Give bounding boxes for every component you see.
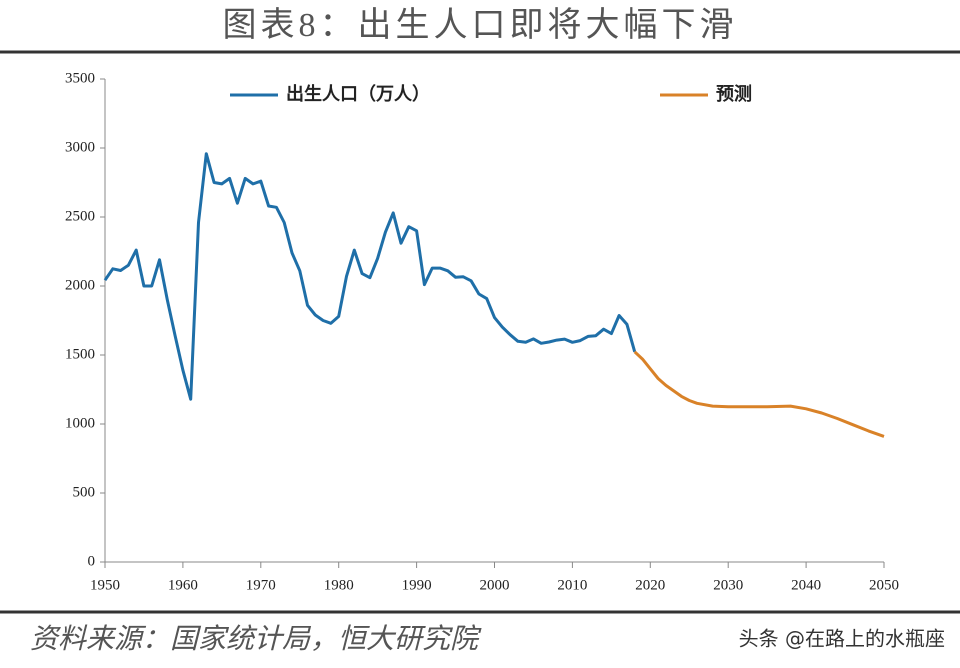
y-tick-label: 2000 xyxy=(65,277,95,293)
y-tick-label: 1500 xyxy=(65,346,95,362)
y-tick-label: 1000 xyxy=(65,415,95,431)
x-tick-label: 1960 xyxy=(168,577,198,593)
x-tick-label: 2010 xyxy=(557,577,587,593)
series-line xyxy=(633,350,885,438)
source-note: 资料来源：国家统计局，恒大研究院 xyxy=(30,622,482,655)
series-line xyxy=(103,152,637,401)
x-tick-label: 1950 xyxy=(90,577,120,593)
x-tick-label: 1980 xyxy=(324,577,354,593)
x-tick-label: 2050 xyxy=(869,577,899,593)
y-tick-label: 3000 xyxy=(65,139,95,155)
legend-label: 出生人口（万人） xyxy=(286,83,430,105)
y-tick-label: 500 xyxy=(73,484,96,500)
y-tick-label: 3500 xyxy=(65,70,95,86)
x-tick-label: 1990 xyxy=(402,577,432,593)
chart-title: 图表8：出生人口即将大幅下滑 xyxy=(223,6,738,44)
x-tick-label: 2000 xyxy=(480,577,510,593)
watermark: 头条 @在路上的水瓶座 xyxy=(739,627,945,651)
y-tick-label: 0 xyxy=(88,553,96,569)
x-tick-label: 2040 xyxy=(791,577,821,593)
legend-label: 预测 xyxy=(716,83,752,105)
x-tick-label: 2030 xyxy=(713,577,743,593)
y-tick-label: 2500 xyxy=(65,208,95,224)
x-tick-label: 2020 xyxy=(635,577,665,593)
x-tick-label: 1970 xyxy=(246,577,276,593)
